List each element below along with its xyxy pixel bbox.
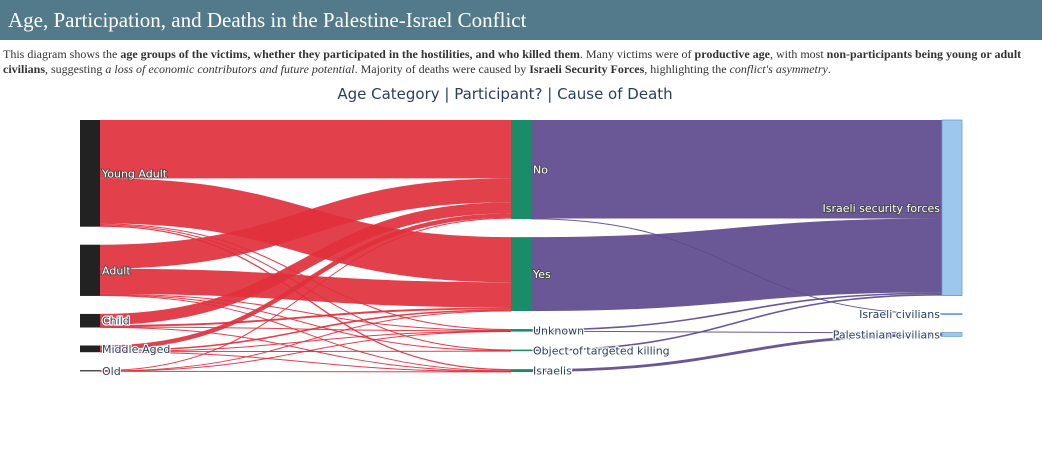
sankey-link-adult-to-yes[interactable]: [99, 268, 512, 308]
sankey-chart: Age Category | Participant? | Cause of D…: [0, 80, 1042, 450]
sankey-link-adult-to-israelis[interactable]: [99, 295, 512, 372]
sankey-node-adult[interactable]: [80, 244, 100, 296]
sankey-link-unknown-to-palestinian-civilians[interactable]: [530, 330, 943, 334]
sankey-link-middle-aged-to-no[interactable]: [99, 213, 512, 350]
sankey-link-child-to-yes[interactable]: [99, 307, 512, 327]
desc-bold-1: age groups of the victims, whether they …: [120, 47, 580, 61]
desc-text-2: . Many victims were of: [579, 47, 695, 61]
desc-text-1: This diagram shows the: [3, 47, 121, 61]
desc-text-7: .: [827, 62, 831, 76]
desc-bold-3: non-participants being young or adult ci…: [3, 47, 1022, 76]
sankey-node-israelis[interactable]: [511, 369, 531, 372]
sankey-node-label-israelis: Israelis: [533, 365, 572, 378]
sankey-link-unknown-to-israeli-security-forces[interactable]: [530, 292, 943, 331]
sankey-node-yes[interactable]: [511, 237, 531, 312]
sankey-link-child-to-no[interactable]: [99, 202, 512, 325]
sankey-node-middle-aged[interactable]: [80, 345, 100, 353]
sankey-node-label-yes: Yes: [532, 268, 551, 281]
sankey-node-object-of-targeted-killing[interactable]: [511, 349, 531, 352]
sankey-node-label-no: No: [533, 164, 548, 177]
sankey-node-unknown[interactable]: [511, 329, 531, 332]
sankey-node-no[interactable]: [511, 120, 531, 220]
sankey-node-label-object-of-targeted-killing: Object of targeted killing: [533, 344, 670, 357]
sankey-link-old-to-yes[interactable]: [99, 310, 512, 372]
sankey-link-object-of-targeted-killing-to-israeli-security-forces[interactable]: [530, 294, 943, 352]
sankey-node-label-child: Child: [102, 315, 130, 328]
description: This diagram shows the age groups of the…: [3, 47, 1039, 77]
sankey-node-label-old: Old: [102, 365, 121, 378]
desc-italic-1: a loss of economic contributors and futu…: [105, 62, 355, 76]
desc-text-5: . Majority of deaths were caused by: [354, 62, 530, 76]
sankey-node-palestinian-civilians[interactable]: [941, 332, 963, 337]
sankey-node-label-israeli-civilians: Israeli civilians: [859, 308, 940, 321]
sankey-link-no-to-israeli-civilians[interactable]: [530, 218, 943, 315]
desc-text-3: , with most: [769, 47, 827, 61]
sankey-link-old-to-no[interactable]: [99, 217, 512, 372]
sankey-link-israelis-to-palestinian-civilians[interactable]: [530, 333, 943, 372]
sankey-svg: Age Category | Participant? | Cause of D…: [80, 85, 963, 379]
sankey-link-middle-aged-to-israelis[interactable]: [99, 351, 512, 373]
sankey-link-adult-to-no[interactable]: [99, 178, 512, 269]
sankey-link-old-to-unknown[interactable]: [99, 331, 512, 372]
sankey-node-young-adult[interactable]: [80, 120, 100, 227]
labels-layer: Young Adult Adult Child Middle-Aged Old No Yes…: [100, 163, 941, 379]
chart-title: Age Category | Participant? | Cause of D…: [337, 85, 672, 103]
sankey-link-adult-to-unknown[interactable]: [99, 293, 512, 332]
desc-italic-2: conflict's asymmetry: [729, 62, 828, 76]
sankey-link-old-to-israelis[interactable]: [99, 370, 512, 373]
links-layer: [99, 120, 943, 373]
sankey-node-label-middle-aged: Middle-Aged: [102, 343, 170, 356]
sankey-node-label-palestinian-civilians: Palestinian civilians: [833, 328, 941, 341]
header-bar: Age, Participation, and Deaths in the Pa…: [0, 0, 1042, 40]
desc-bold-2: productive age: [694, 47, 770, 61]
sankey-link-adult-to-object-of-targeted-killing[interactable]: [99, 294, 512, 352]
desc-text-6: , highlighting the: [644, 62, 730, 76]
sankey-node-label-young-adult: Young Adult: [101, 167, 168, 180]
sankey-link-child-to-israelis[interactable]: [99, 326, 512, 372]
sankey-node-child[interactable]: [80, 313, 100, 328]
sankey-node-israeli-civilians[interactable]: [941, 313, 963, 315]
sankey-link-yes-to-israeli-security-forces[interactable]: [530, 218, 943, 312]
page-title: Age, Participation, and Deaths in the Pa…: [8, 8, 527, 32]
sankey-link-middle-aged-to-yes[interactable]: [99, 309, 512, 352]
sankey-node-label-israeli-security-forces: Israeli security forces: [823, 202, 941, 215]
sankey-node-label-unknown: Unknown: [533, 324, 584, 337]
sankey-node-old[interactable]: [80, 370, 100, 372]
sankey-node-israeli-security-forces[interactable]: [941, 119, 963, 296]
desc-text-4: , suggesting: [45, 62, 106, 76]
sankey-node-label-adult: Adult: [102, 264, 131, 277]
sankey-link-child-to-unknown[interactable]: [99, 326, 512, 332]
nodes-layer: [80, 119, 963, 372]
desc-bold-4: Israeli Security Forces: [529, 62, 645, 76]
